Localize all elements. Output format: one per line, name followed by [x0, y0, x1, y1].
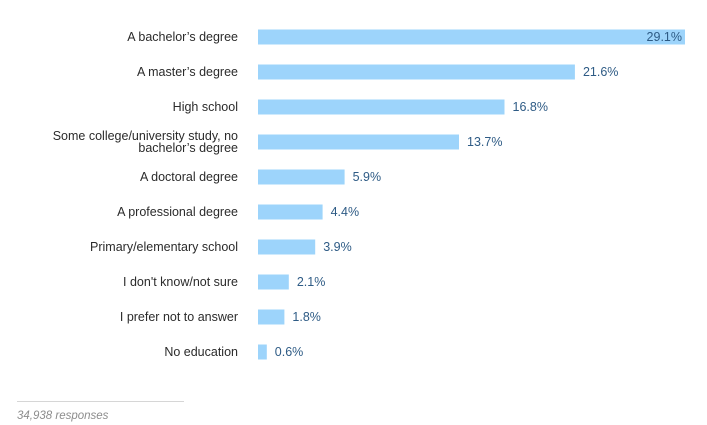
- category-label: High school: [173, 100, 238, 114]
- bar: [258, 309, 285, 325]
- value-label: 13.7%: [467, 135, 502, 149]
- bar: [258, 344, 267, 360]
- bar: [258, 99, 505, 115]
- category-label: bachelor’s degree: [138, 141, 238, 155]
- response-count: 34,938 responses: [17, 410, 109, 422]
- value-label: 2.1%: [297, 275, 326, 289]
- category-label: A professional degree: [117, 205, 238, 219]
- value-label: 3.9%: [323, 240, 352, 254]
- value-label: 4.4%: [331, 205, 360, 219]
- bar: [258, 29, 685, 45]
- bar: [258, 169, 345, 185]
- bar: [258, 274, 289, 290]
- bar: [258, 64, 575, 80]
- value-label: 5.9%: [353, 170, 382, 184]
- bar: [258, 134, 459, 150]
- category-label: A doctoral degree: [140, 170, 238, 184]
- bar: [258, 204, 323, 220]
- category-label: No education: [164, 345, 238, 359]
- category-label: I prefer not to answer: [120, 310, 238, 324]
- category-label: A master’s degree: [137, 65, 238, 79]
- value-label: 0.6%: [275, 345, 304, 359]
- bar: [258, 239, 316, 255]
- category-label: Some college/university study, no: [53, 129, 238, 143]
- value-label: 29.1%: [647, 30, 682, 44]
- value-label: 1.8%: [292, 310, 321, 324]
- value-label: 21.6%: [583, 65, 618, 79]
- footer-divider: [17, 401, 184, 402]
- category-label: Primary/elementary school: [90, 240, 238, 254]
- category-label: A bachelor’s degree: [127, 30, 238, 44]
- category-label: I don't know/not sure: [123, 275, 238, 289]
- bar-chart: A bachelor’s degree 29.1% A master’s degre…: [53, 29, 685, 360]
- value-label: 16.8%: [513, 100, 548, 114]
